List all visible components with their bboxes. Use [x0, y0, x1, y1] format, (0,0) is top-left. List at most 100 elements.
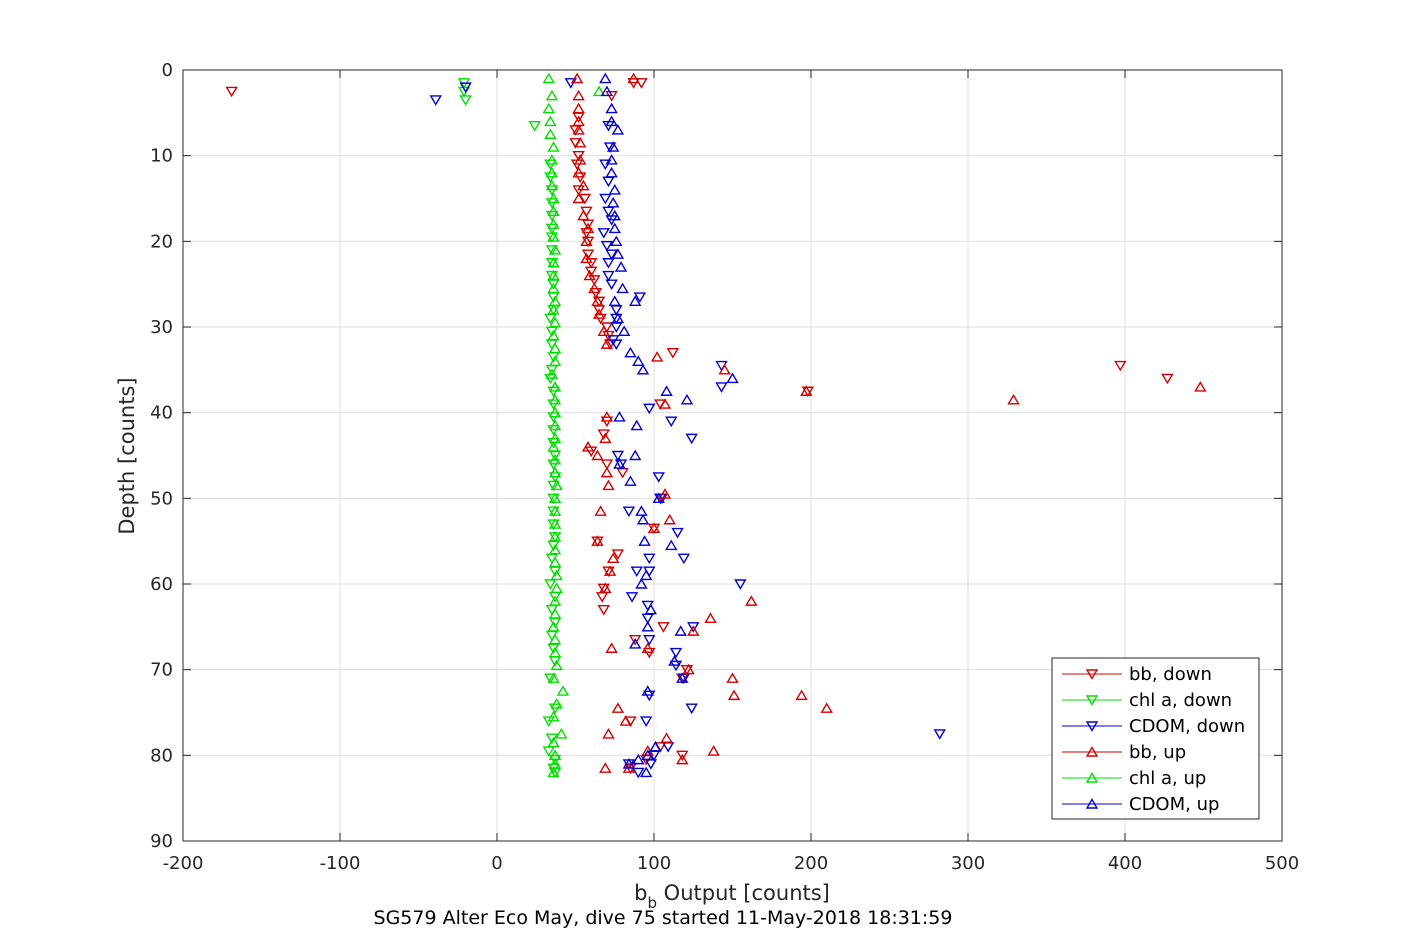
data-point: [734, 579, 747, 590]
data-point: [547, 141, 560, 152]
data-point: [547, 218, 560, 229]
data-point: [459, 95, 472, 106]
data-point: [548, 492, 562, 504]
data-point: [611, 702, 625, 713]
data-point: [528, 120, 541, 132]
data-point: [544, 115, 557, 127]
data-marks: [225, 72, 1207, 779]
data-point: [676, 750, 689, 762]
y-tick-label: 40: [150, 403, 173, 424]
data-point: [594, 505, 607, 516]
data-point: [591, 535, 604, 546]
data-point: [547, 710, 560, 722]
data-point: [638, 535, 651, 546]
data-point: [635, 505, 648, 516]
data-point: [726, 672, 739, 683]
x-axis-label-main: b: [634, 881, 647, 905]
data-point: [674, 625, 687, 636]
legend-entry-label: bb, up: [1129, 742, 1186, 763]
data-point: [545, 166, 559, 178]
data-point: [550, 659, 563, 671]
axis-ticks: -200 -100 0 100 200 300 400 500 0 10 20 30 40 50 60 70 8…: [150, 60, 1299, 874]
data-point: [644, 603, 658, 615]
data-point: [685, 433, 698, 445]
data-point: [548, 355, 562, 366]
data-point: [650, 351, 664, 362]
data-point: [547, 231, 560, 242]
data-point: [577, 209, 590, 221]
data-point: [610, 235, 623, 247]
data-point: [597, 325, 610, 336]
data-point: [617, 325, 631, 336]
data-point: [429, 95, 442, 106]
data-point: [639, 766, 653, 778]
data-point: [544, 579, 557, 590]
data-point: [545, 154, 559, 165]
data-point: [599, 193, 612, 205]
data-point: [581, 236, 595, 248]
data-point: [547, 192, 560, 204]
data-point: [597, 228, 610, 239]
data-point: [676, 753, 689, 765]
data-point: [548, 295, 562, 306]
data-point: [668, 655, 681, 666]
data-point: [933, 729, 946, 740]
data-point: [608, 295, 621, 306]
data-point: [639, 569, 653, 581]
x-axis-label-subscript: b: [647, 894, 657, 912]
y-tick-label: 20: [150, 231, 173, 252]
legend-marker: [1085, 772, 1099, 783]
data-point: [547, 506, 560, 518]
data-point: [545, 368, 559, 379]
legend-entry-label: CDOM, up: [1129, 794, 1219, 815]
data-point: [641, 620, 654, 632]
data-point: [548, 646, 562, 658]
data-point: [545, 270, 559, 282]
data-point: [572, 192, 585, 204]
x-tick-label: 400: [1108, 853, 1142, 874]
data-point: [597, 605, 610, 616]
data-point: [628, 295, 642, 306]
data-point: [657, 622, 670, 633]
data-point: [685, 703, 698, 715]
x-tick-label: 100: [637, 853, 671, 874]
data-point: [611, 312, 625, 324]
y-axis-label: Depth [counts]: [115, 377, 139, 534]
data-point: [800, 385, 813, 396]
data-point: [547, 672, 560, 683]
data-point: [599, 762, 612, 773]
data-point: [608, 222, 621, 234]
data-point: [581, 222, 595, 234]
y-tick-label: 10: [150, 146, 173, 167]
data-point: [610, 313, 623, 325]
data-point: [545, 179, 559, 191]
data-point: [548, 432, 562, 444]
legend-entry-label: CDOM, down: [1129, 716, 1245, 737]
legend-entry-label: chl a, down: [1129, 690, 1232, 711]
data-point: [592, 85, 606, 97]
data-point: [641, 685, 654, 696]
data-point: [548, 531, 562, 542]
data-point: [676, 672, 689, 683]
data-point: [680, 393, 694, 405]
data-point: [795, 689, 808, 701]
data-point: [611, 450, 625, 462]
data-point: [707, 745, 720, 756]
data-point: [605, 166, 618, 178]
data-point: [599, 582, 612, 593]
data-point: [671, 527, 684, 539]
data-point: [548, 556, 562, 568]
data-point: [550, 569, 563, 581]
data-point: [658, 398, 672, 409]
data-point: [619, 715, 632, 726]
data-point: [548, 342, 562, 354]
data-point: [820, 702, 833, 713]
data-point: [1007, 393, 1020, 405]
data-point: [602, 728, 615, 739]
data-point: [547, 303, 560, 315]
data-point: [1114, 360, 1127, 372]
data-point: [542, 72, 556, 84]
y-tick-label: 60: [150, 574, 173, 595]
data-point: [573, 154, 587, 165]
